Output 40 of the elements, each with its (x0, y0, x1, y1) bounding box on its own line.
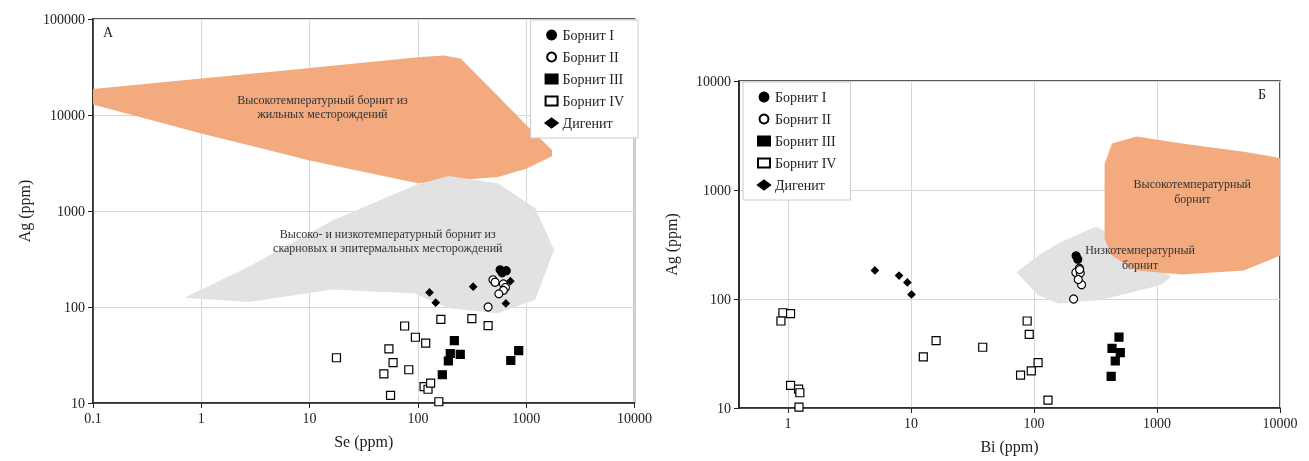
legend-label: Борнит II (562, 49, 619, 65)
y-tick-label: 1000 (57, 203, 85, 219)
y-axis-title: Ag (ppm) (662, 213, 681, 276)
legend-label: Борнит IV (562, 93, 625, 109)
y-axis-title: Ag (ppm) (15, 179, 34, 243)
legend-label: Борнит IV (775, 155, 837, 171)
x-tick-label: 1000 (1142, 415, 1171, 431)
legend-label: Борнит III (775, 133, 836, 149)
x-tick-label: 100 (1023, 415, 1045, 431)
x-tick-label: 10000 (617, 410, 652, 426)
y-tick-label: 10000 (696, 73, 731, 89)
annotation: А (103, 24, 114, 40)
series-label: Высоко- и низкотемпературный борнит из скарновых и эпитермальных месторождений (273, 226, 504, 256)
series-label: Низкотемпературный борнит (1085, 243, 1196, 272)
legend-label: Борнит I (562, 27, 615, 43)
x-tick-label: 1000 (512, 410, 541, 426)
series-label: Высокотемпературный борнит (1133, 177, 1252, 206)
legend-label: Борнит III (562, 71, 624, 87)
annotation: Б (1257, 86, 1267, 102)
x-axis-title: Se (ppm) (334, 432, 394, 451)
legend-label: Борнит II (775, 111, 832, 127)
y-tick-label: 10 (71, 395, 85, 411)
y-tick-label: 1000 (703, 182, 731, 198)
y-tick-label: 10 (717, 400, 731, 416)
legend-label: Дигенит (775, 177, 825, 193)
x-tick-label: 10 (302, 410, 317, 426)
y-tick-label: 100 (710, 291, 731, 307)
y-tick-label: 100000 (43, 11, 85, 27)
legend-label: Дигенит (562, 115, 613, 131)
series-label: Высокотемпературный борнит из жильных месторождений (237, 92, 409, 121)
legend-label: Борнит I (775, 89, 827, 105)
x-tick-label: 0.1 (84, 410, 102, 426)
y-tick-label: 100 (64, 299, 85, 315)
x-tick-label: 1 (197, 410, 205, 426)
x-axis-title: Bi (ppm) (980, 437, 1039, 456)
x-tick-label: 1 (784, 415, 792, 431)
x-tick-label: 10000 (1262, 415, 1298, 431)
y-tick-label: 10000 (50, 107, 85, 123)
x-tick-label: 100 (407, 410, 429, 426)
x-tick-label: 10 (903, 415, 918, 431)
